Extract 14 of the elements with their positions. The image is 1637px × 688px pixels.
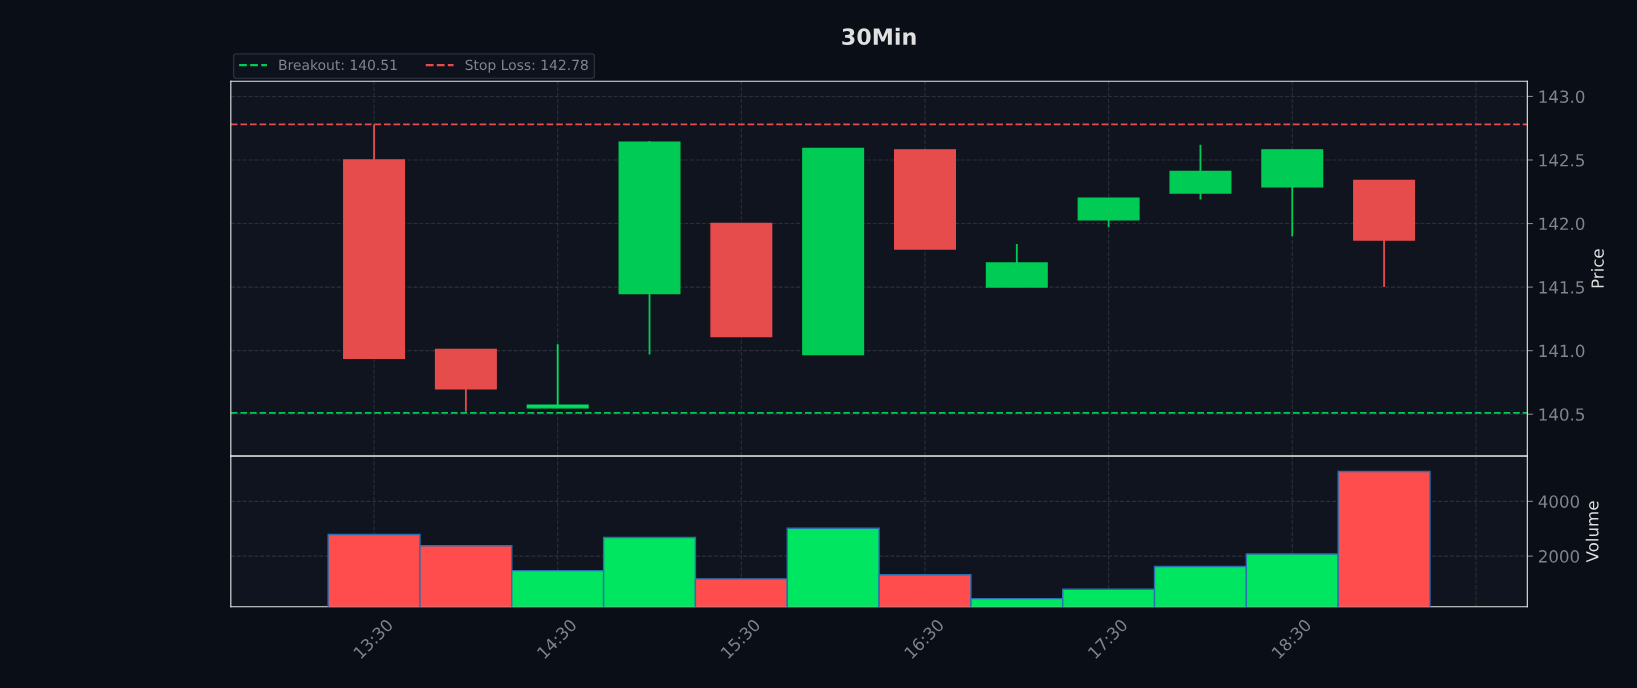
legend-label: Stop Loss: 142.78	[465, 59, 588, 73]
legend-label: Breakout: 140.51	[279, 59, 397, 71]
y-tick-label: 141.5	[1539, 281, 1584, 294]
y-axis-title: Price	[1591, 249, 1604, 288]
y-tick-label: 4000	[1538, 495, 1580, 508]
y-tick-label: 142.0	[1539, 217, 1585, 231]
y-axis-title: Volume	[1585, 501, 1599, 563]
y-tick-label: 143.0	[1539, 90, 1585, 104]
candlestick	[526, 343, 589, 409]
y-tick-label: 142.5	[1539, 153, 1584, 167]
y-tick-label: 141.0	[1539, 344, 1585, 358]
y-tick-label: 2000	[1538, 550, 1580, 563]
chart-title: 30Min	[842, 27, 916, 46]
y-tick-label: 140.5	[1539, 408, 1584, 421]
